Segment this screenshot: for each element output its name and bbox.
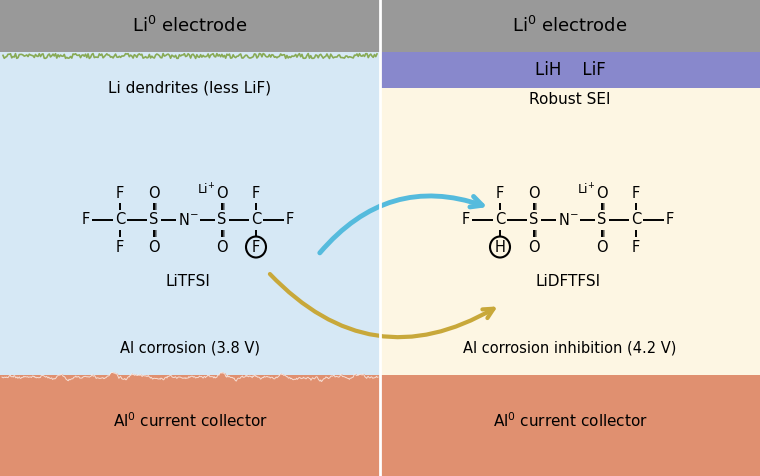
Text: C: C <box>115 212 125 228</box>
Text: O: O <box>528 186 540 200</box>
Text: Li$^{+}$: Li$^{+}$ <box>198 182 216 198</box>
Bar <box>0 0 380 52</box>
Text: S: S <box>529 212 539 228</box>
Text: Li$^0$ electrode: Li$^0$ electrode <box>512 16 628 36</box>
Text: Li$^0$ electrode: Li$^0$ electrode <box>132 16 248 36</box>
Text: O: O <box>148 239 160 255</box>
Bar <box>380 0 760 476</box>
Text: LiH    LiF: LiH LiF <box>534 61 606 79</box>
Text: Li dendrites (less LiF): Li dendrites (less LiF) <box>109 80 271 96</box>
Text: O: O <box>216 239 228 255</box>
Text: O: O <box>596 186 608 200</box>
Text: O: O <box>596 239 608 255</box>
Text: F: F <box>632 186 640 200</box>
Bar <box>0 0 380 476</box>
Text: S: S <box>149 212 159 228</box>
Text: C: C <box>495 212 505 228</box>
Text: ‖: ‖ <box>531 198 537 211</box>
Text: F: F <box>252 239 260 255</box>
Text: ‖: ‖ <box>151 229 157 242</box>
Text: Al corrosion inhibition (4.2 V): Al corrosion inhibition (4.2 V) <box>464 340 676 356</box>
Text: S: S <box>217 212 226 228</box>
Text: H: H <box>495 239 505 255</box>
Bar <box>380 375 760 476</box>
Text: ‖: ‖ <box>151 198 157 211</box>
Text: Li$^{+}$: Li$^{+}$ <box>578 182 596 198</box>
Text: N$^{-}$: N$^{-}$ <box>558 212 578 228</box>
Text: F: F <box>116 186 124 200</box>
Text: ‖: ‖ <box>599 198 605 211</box>
Text: O: O <box>148 186 160 200</box>
Text: C: C <box>251 212 261 228</box>
Bar <box>0 375 380 476</box>
Text: LiTFSI: LiTFSI <box>166 275 211 289</box>
Text: Al corrosion (3.8 V): Al corrosion (3.8 V) <box>120 340 260 356</box>
Text: F: F <box>116 239 124 255</box>
Text: ‖: ‖ <box>219 198 225 211</box>
Text: F: F <box>286 212 294 228</box>
Text: Robust SEI: Robust SEI <box>529 92 611 108</box>
Text: ‖: ‖ <box>219 229 225 242</box>
Text: F: F <box>496 186 504 200</box>
Text: O: O <box>528 239 540 255</box>
Text: F: F <box>82 212 90 228</box>
Text: N$^{-}$: N$^{-}$ <box>178 212 198 228</box>
Text: C: C <box>631 212 641 228</box>
Text: F: F <box>666 212 674 228</box>
Text: LiDFTFSI: LiDFTFSI <box>536 275 600 289</box>
Bar <box>380 52 760 88</box>
Text: ‖: ‖ <box>599 229 605 242</box>
Text: F: F <box>632 239 640 255</box>
Text: Al$^0$ current collector: Al$^0$ current collector <box>492 411 648 430</box>
Text: Al$^0$ current collector: Al$^0$ current collector <box>112 411 268 430</box>
Text: F: F <box>462 212 470 228</box>
Text: O: O <box>216 186 228 200</box>
Bar <box>380 0 760 52</box>
Text: S: S <box>597 212 606 228</box>
Text: F: F <box>252 186 260 200</box>
Text: ‖: ‖ <box>531 229 537 242</box>
